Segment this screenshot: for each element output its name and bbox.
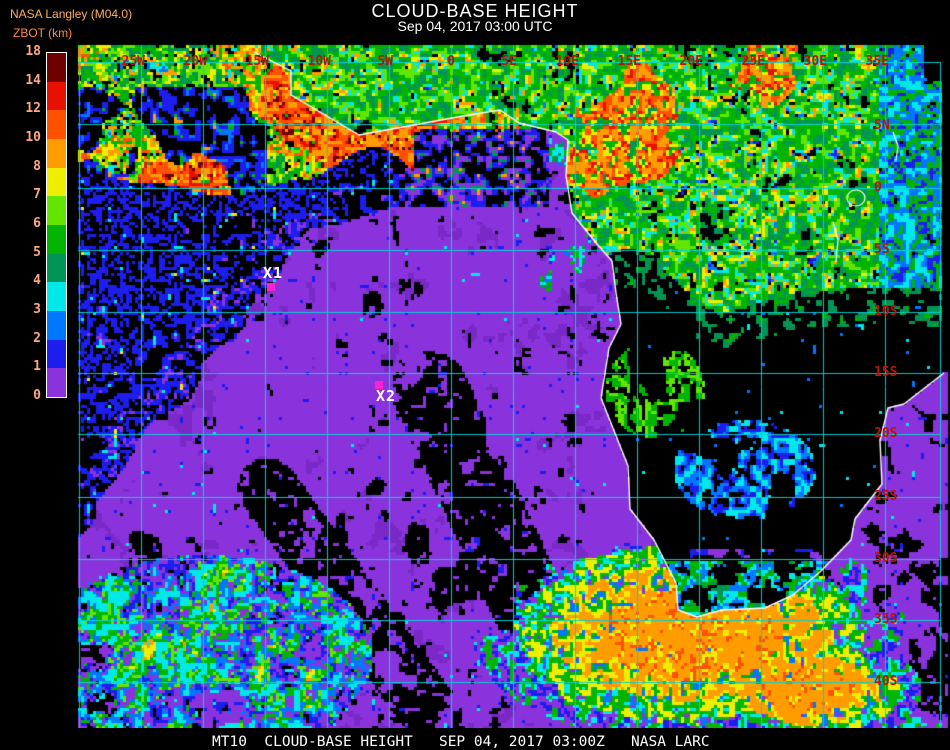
longitude-label: 35E	[865, 54, 889, 69]
credit-label: NASA Langley (M04.0)	[10, 7, 133, 21]
timestamp-subtitle: Sep 04, 2017 03:00 UTC	[397, 18, 553, 34]
colorbar-segment	[47, 196, 66, 225]
colorbar-tick-label: 18	[25, 44, 41, 59]
latitude-label: 40S	[874, 674, 898, 689]
latitude-label: 5N	[874, 118, 890, 133]
colorbar-tick-label: 0	[33, 388, 41, 403]
colorbar	[46, 52, 67, 398]
latitude-label: 20S	[874, 426, 898, 441]
colorbar-segment	[47, 167, 66, 197]
longitude-label: 15W	[245, 54, 269, 69]
colorbar-segment	[47, 310, 66, 340]
colorbar-tick-label: 1	[33, 359, 41, 375]
longitude-label: 25W	[121, 54, 145, 69]
footer-bar: MT10 CLOUD-BASE HEIGHT SEP 04, 2017 03:0…	[0, 728, 950, 750]
colorbar-segment	[47, 253, 66, 283]
colorbar-tick-label: 6	[33, 216, 41, 231]
colorbar-segment	[47, 339, 66, 369]
footer-text: MT10 CLOUD-BASE HEIGHT SEP 04, 2017 03:0…	[212, 734, 710, 750]
latitude-label: 5S	[874, 242, 890, 257]
longitude-label: 20W	[183, 54, 207, 69]
longitude-label: 20E	[679, 54, 703, 69]
latitude-label: 35S	[874, 612, 898, 627]
colorbar-tick-label: 7	[33, 187, 41, 203]
colorbar-segment	[47, 224, 66, 254]
longitude-label: 25E	[741, 54, 765, 69]
latitude-label: 10S	[874, 304, 898, 319]
colorbar-tick-label: 3	[33, 302, 41, 317]
marker-label-x1: X1	[263, 264, 284, 282]
colorbar-segment	[47, 282, 66, 311]
colorbar-tick-label: 8	[33, 158, 41, 174]
latitude-label: 0	[874, 180, 882, 195]
marker-square-x2	[375, 381, 383, 389]
colorbar-segment	[47, 81, 66, 111]
colorbar-tick-label: 14	[25, 72, 41, 88]
colorbar-tick-label: 10	[25, 130, 41, 145]
colorbar-segment	[47, 138, 66, 168]
longitude-label: 5E	[501, 54, 517, 69]
colorbar-segment	[47, 368, 66, 397]
longitude-label: 30E	[803, 54, 827, 69]
latitude-label: 25S	[874, 489, 898, 504]
colorbar-tick-label: 5	[33, 244, 41, 260]
colorbar-tick-label: 4	[33, 273, 41, 289]
longitude-label: 0	[447, 54, 455, 69]
colorbar-segment	[47, 53, 66, 82]
longitude-label: 10E	[555, 54, 579, 69]
colorbar-segment	[47, 110, 66, 139]
longitude-label: 5W	[377, 54, 393, 69]
longitude-label: 15E	[617, 54, 641, 69]
colorbar-tick-label: 12	[25, 101, 41, 117]
units-label: ZBOT (km)	[13, 26, 73, 40]
latitude-label: 30S	[874, 551, 898, 566]
longitude-label: 10W	[307, 54, 331, 69]
page-title: CLOUD-BASE HEIGHT	[371, 1, 579, 21]
latitude-label: 15S	[874, 365, 898, 380]
marker-square-x1	[267, 283, 275, 291]
colorbar-tick-label: 2	[33, 330, 41, 346]
marker-label-x2: X2	[376, 387, 397, 405]
